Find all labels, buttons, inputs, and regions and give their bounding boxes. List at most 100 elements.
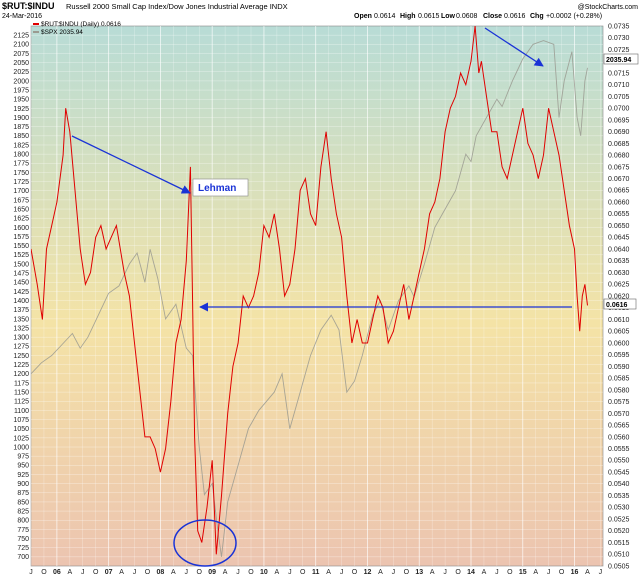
left-tick-label: 1875 — [13, 124, 29, 131]
left-tick-label: 1400 — [13, 298, 29, 305]
right-tick-label: 0.0610 — [608, 317, 630, 324]
left-tick-label: 1625 — [13, 216, 29, 223]
spx-last-value: 2035.94 — [606, 57, 631, 64]
chg-label: Chg — [530, 13, 544, 20]
right-tick-label: 0.0585 — [608, 376, 630, 383]
right-tick-label: 0.0730 — [608, 35, 630, 42]
legend: $RUT:$INDU (Daily) 0.0616 $SPX 2035.94 — [33, 21, 121, 36]
left-tick-label: 1000 — [13, 444, 29, 451]
right-tick-label: 0.0635 — [608, 258, 630, 265]
left-tick-label: 1475 — [13, 271, 29, 278]
x-tick-label: A — [482, 569, 487, 576]
close-value: 0.0616 — [504, 13, 526, 20]
right-tick-label: 0.0640 — [608, 246, 630, 253]
x-tick-label: 16 — [571, 569, 579, 576]
right-tick-label: 0.0520 — [608, 528, 630, 535]
left-tick-label: 1275 — [13, 344, 29, 351]
ohlc-readout: Open 0.0614 High 0.0615 Low 0.0608 Close… — [354, 13, 602, 20]
x-tick-label: J — [185, 569, 189, 576]
x-tick-label: A — [171, 569, 176, 576]
x-tick-label: J — [599, 569, 603, 576]
left-tick-label: 1300 — [13, 335, 29, 342]
right-tick-label: 0.0650 — [608, 223, 630, 230]
left-tick-label: 775 — [17, 527, 29, 534]
left-tick-label: 975 — [17, 454, 29, 461]
right-tick-label: 0.0535 — [608, 493, 630, 500]
plot-area — [30, 25, 604, 567]
x-tick-label: 10 — [260, 569, 268, 576]
left-tick-label: 1675 — [13, 197, 29, 204]
left-tick-label: 950 — [17, 463, 29, 470]
right-tick-label: 0.0690 — [608, 129, 630, 136]
left-tick-label: 1425 — [13, 289, 29, 296]
left-tick-label: 1975 — [13, 87, 29, 94]
right-tick-label: 0.0695 — [608, 117, 630, 124]
left-tick-label: 2000 — [13, 78, 29, 85]
x-tick-label: O — [41, 569, 47, 576]
annotation-arrow-2006 — [71, 135, 191, 194]
x-tick-label: J — [236, 569, 240, 576]
x-tick-label: J — [81, 569, 85, 576]
left-tick-label: 1025 — [13, 435, 29, 442]
x-tick-label: A — [119, 569, 124, 576]
x-tick-label: O — [352, 569, 358, 576]
close-label: Close — [483, 13, 502, 20]
right-tick-label: 0.0645 — [608, 235, 630, 242]
low-value: 0.0608 — [456, 13, 478, 20]
annotations: Lehman — [71, 27, 572, 567]
right-tick-label: 0.0575 — [608, 399, 630, 406]
x-tick-label: 13 — [415, 569, 423, 576]
left-tick-label: 2125 — [13, 33, 29, 40]
ratio-last-value: 0.0616 — [606, 302, 628, 309]
x-tick-label: O — [93, 569, 99, 576]
x-tick-label: J — [340, 569, 344, 576]
x-tick-label: J — [443, 569, 447, 576]
left-tick-label: 1500 — [13, 261, 29, 268]
left-tick-label: 1575 — [13, 234, 29, 241]
lehman-label: Lehman — [198, 183, 236, 194]
left-tick-label: 925 — [17, 472, 29, 479]
legend-primary-label: $RUT:$INDU (Daily) 0.0616 — [41, 21, 121, 28]
left-tick-label: 825 — [17, 508, 29, 515]
left-tick-label: 1650 — [13, 206, 29, 213]
x-tick-label: 08 — [157, 569, 165, 576]
left-tick-label: 875 — [17, 490, 29, 497]
left-tick-label: 1525 — [13, 252, 29, 259]
left-tick-label: 1200 — [13, 371, 29, 378]
x-tick-label: O — [197, 569, 203, 576]
left-tick-label: 1700 — [13, 188, 29, 195]
x-tick-label: J — [288, 569, 292, 576]
right-tick-label: 0.0530 — [608, 505, 630, 512]
right-tick-label: 0.0505 — [608, 563, 630, 570]
ratio-series-line — [31, 26, 588, 555]
left-axis: 700 725 750 775 800 825 850 875 900 925 950 975 1000… — [13, 33, 29, 562]
x-tick-label: J — [133, 569, 137, 576]
high-value: 0.0615 — [418, 13, 440, 20]
x-tick-label: J — [392, 569, 396, 576]
left-tick-label: 1775 — [13, 161, 29, 168]
left-tick-label: 1600 — [13, 225, 29, 232]
right-tick-label: 0.0510 — [608, 552, 630, 559]
x-tick-label: O — [145, 569, 151, 576]
spx-last-badge-box — [603, 53, 639, 65]
left-tick-label: 700 — [17, 554, 29, 561]
right-tick-label: 0.0735 — [608, 23, 630, 30]
left-tick-label: 1225 — [13, 362, 29, 369]
left-tick-label: 900 — [17, 481, 29, 488]
left-tick-label: 750 — [17, 536, 29, 543]
x-tick-label: 07 — [105, 569, 113, 576]
left-tick-label: 1450 — [13, 280, 29, 287]
left-tick-label: 1925 — [13, 106, 29, 113]
x-tick-label: O — [559, 569, 565, 576]
left-tick-label: 2050 — [13, 60, 29, 67]
right-tick-label: 0.0700 — [608, 106, 630, 113]
right-tick-label: 0.0595 — [608, 352, 630, 359]
left-tick-label: 800 — [17, 518, 29, 525]
right-tick-label: 0.0515 — [608, 540, 630, 547]
chg-value: +0.0002 (+0.28%) — [546, 13, 602, 20]
right-tick-label: 0.0685 — [608, 141, 630, 148]
left-tick-label: 1100 — [14, 408, 29, 415]
spx-last-badge: 2035.94 — [603, 53, 639, 65]
left-tick-label: 2075 — [13, 51, 29, 58]
right-tick-label: 0.0545 — [608, 469, 630, 476]
